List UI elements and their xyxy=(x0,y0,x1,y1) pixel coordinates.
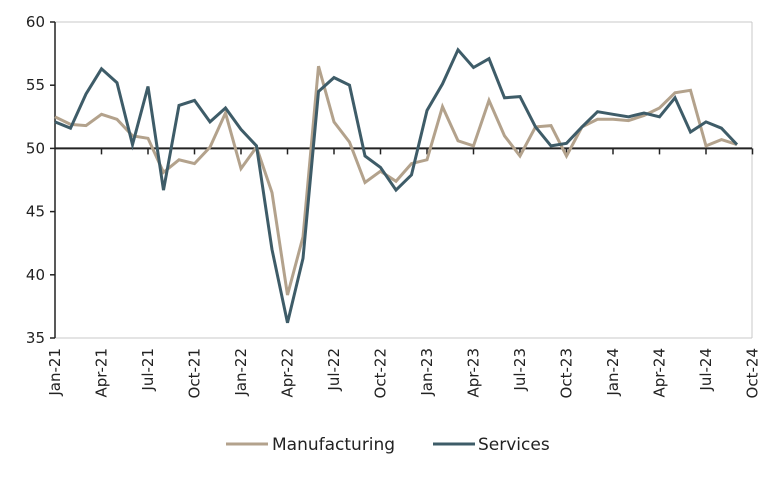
x-tick-label: Apr-24 xyxy=(651,348,669,398)
y-tick-label: 40 xyxy=(26,266,45,284)
y-tick-label: 35 xyxy=(26,329,45,347)
x-tick-label: Oct-24 xyxy=(744,348,762,398)
x-tick-label: Jul-21 xyxy=(139,348,157,392)
y-tick-label: 50 xyxy=(26,139,45,157)
x-tick-label: Oct-22 xyxy=(372,348,390,398)
x-tick-label: Jan-23 xyxy=(418,348,436,397)
x-tick-label: Oct-21 xyxy=(186,348,204,398)
x-tick-label: Jul-24 xyxy=(697,348,715,392)
x-tick-label: Jan-21 xyxy=(46,348,64,397)
x-tick-label: Oct-23 xyxy=(558,348,576,398)
y-tick-label: 45 xyxy=(26,203,45,221)
x-tick-label: Apr-22 xyxy=(279,348,297,398)
y-tick-label: 60 xyxy=(26,13,45,31)
series-lines xyxy=(54,47,739,324)
y-tick-label: 55 xyxy=(26,76,45,94)
x-tick-label: Apr-23 xyxy=(465,348,483,398)
x-tick-label: Jan-22 xyxy=(232,348,250,397)
x-tick-label: Jan-24 xyxy=(604,348,622,397)
y-axis: 35 40 45 50 55 60 xyxy=(26,13,56,347)
series-line-services xyxy=(54,47,739,324)
x-tick-label: Jul-23 xyxy=(511,348,529,392)
legend-label-manufacturing: Manufacturing xyxy=(272,435,395,455)
x-tick-label: Apr-21 xyxy=(93,348,111,398)
series-line-manufacturing xyxy=(54,65,738,296)
legend: Manufacturing Services xyxy=(226,435,550,455)
legend-label-services: Services xyxy=(478,435,550,455)
x-tick-label: Jul-22 xyxy=(325,348,343,392)
x-axis: Jan-21 Apr-21 Jul-21 Oct-21 Jan-22 Apr-22 Jul-… xyxy=(46,147,762,398)
